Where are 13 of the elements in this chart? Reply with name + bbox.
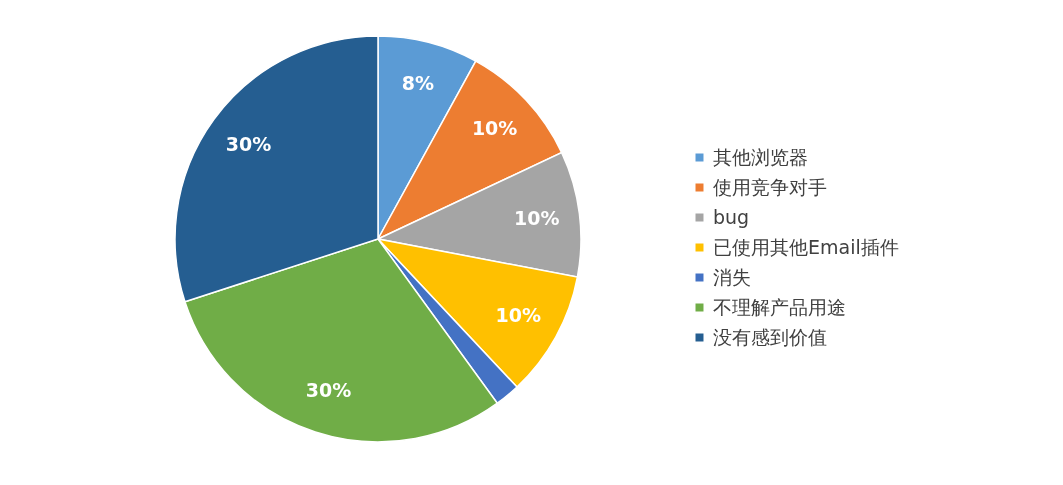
legend-label: 没有感到价值 xyxy=(713,325,827,348)
data-label: 8% xyxy=(401,72,434,95)
data-label: 30% xyxy=(305,379,352,402)
legend-label: bug xyxy=(713,205,750,228)
legend-label: 已使用其他Email插件 xyxy=(713,235,899,258)
data-label: 10% xyxy=(495,304,541,327)
data-label: 10% xyxy=(514,206,560,229)
data-label: 30% xyxy=(225,132,272,155)
legend-label: 其他浏览器 xyxy=(713,145,808,168)
legend-label: 使用竞争对手 xyxy=(713,175,827,198)
legend-label: 消失 xyxy=(713,265,751,288)
data-label: 10% xyxy=(471,117,518,140)
legend-label: 不理解产品用途 xyxy=(713,295,846,318)
